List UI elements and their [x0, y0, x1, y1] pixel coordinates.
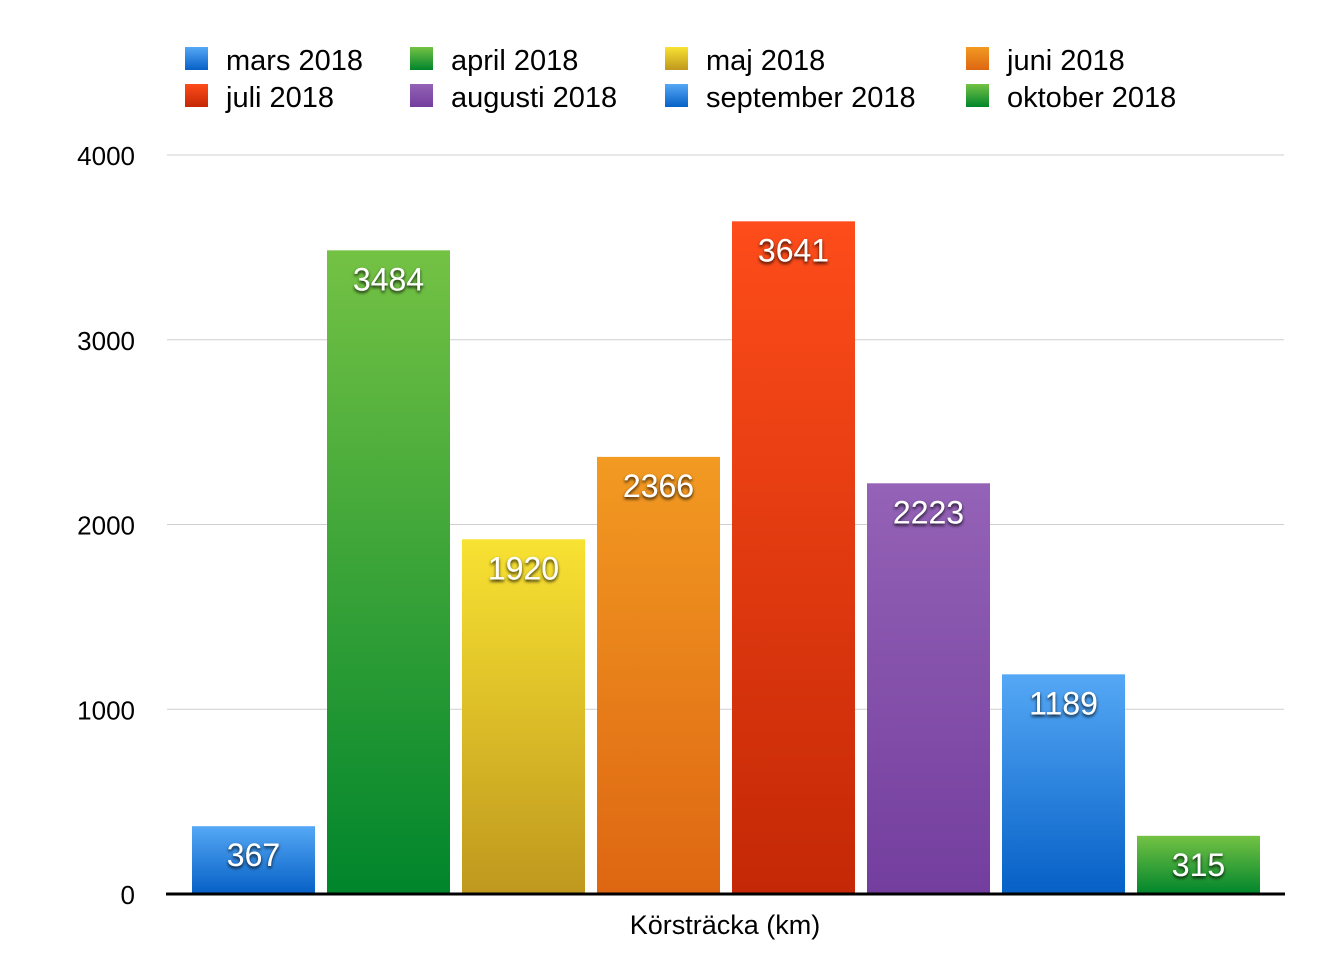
legend-label: maj 2018: [706, 45, 825, 77]
bar-maj-2018: [462, 539, 585, 894]
legend: mars 2018 april 2018 maj 2018 juni 2018 juli…: [185, 45, 1176, 114]
legend-swatch: [410, 84, 433, 107]
data-label: 315: [1172, 847, 1225, 883]
bar-oktober-2018: [1137, 835, 1260, 894]
data-label: 367: [227, 837, 280, 873]
data-label: 3484: [353, 261, 424, 297]
legend-label: juli 2018: [225, 82, 334, 114]
legend-swatch: [966, 84, 989, 107]
bar-mars-2018: [192, 826, 315, 894]
y-tick-label: 1000: [77, 695, 135, 725]
legend-label: september 2018: [706, 82, 916, 114]
legend-swatch: [410, 47, 433, 70]
legend-label: augusti 2018: [451, 82, 617, 114]
y-tick-label: 4000: [77, 141, 135, 171]
data-label: 1189: [1029, 685, 1098, 721]
y-tick-label: 2000: [77, 511, 135, 541]
y-axis-ticks: 0 1000 2000 3000 4000: [77, 141, 135, 910]
y-tick-label: 3000: [77, 326, 135, 356]
bar-september-2018: [1002, 674, 1125, 894]
legend-label: april 2018: [451, 45, 578, 77]
bar-augusti-2018: [867, 483, 990, 894]
data-label: 3641: [758, 232, 829, 268]
legend-swatch: [185, 47, 208, 70]
legend-label: mars 2018: [226, 45, 363, 77]
data-label: 2366: [623, 468, 694, 504]
legend-swatch: [665, 47, 688, 70]
data-label: 2223: [893, 494, 964, 530]
y-tick-label: 0: [121, 880, 135, 910]
x-axis-label: Körsträcka (km): [630, 910, 821, 940]
bar-juni-2018: [597, 456, 720, 894]
data-label: 1920: [488, 550, 559, 586]
legend-swatch: [185, 84, 208, 107]
bar-juli-2018: [732, 221, 855, 894]
legend-swatch: [665, 84, 688, 107]
legend-swatch: [966, 47, 989, 70]
bars: 367 3484 1920 2366 3641 2223 1189 315: [192, 221, 1260, 894]
legend-label: oktober 2018: [1007, 82, 1176, 114]
bar-april-2018: [327, 250, 450, 894]
legend-label: juni 2018: [1006, 45, 1125, 77]
